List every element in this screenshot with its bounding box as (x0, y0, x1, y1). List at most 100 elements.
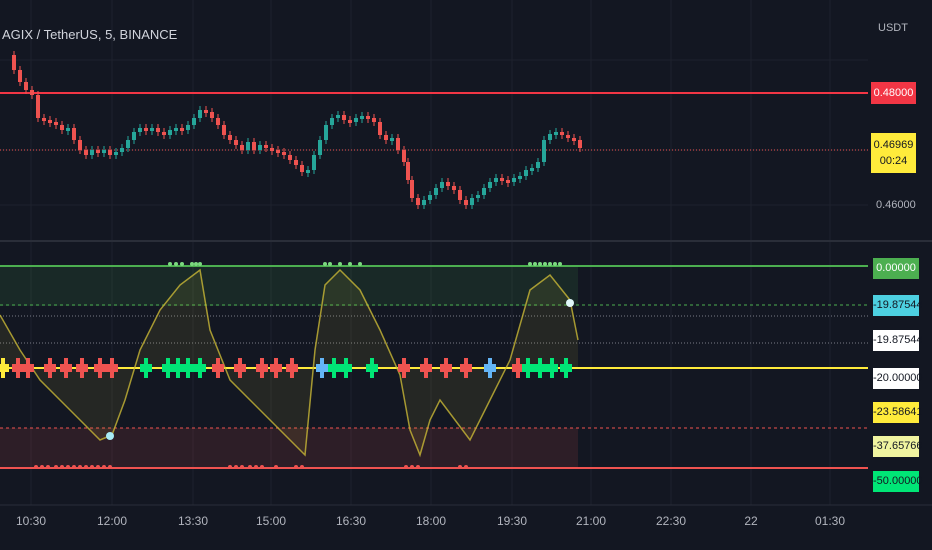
candle-body (126, 140, 130, 148)
signal-marker (328, 364, 340, 372)
band-dot (464, 465, 468, 469)
band-dot (248, 465, 252, 469)
candle-body (18, 70, 22, 82)
band-dot (548, 262, 552, 266)
candle-body (452, 186, 456, 190)
band-dot (102, 465, 106, 469)
band-dot (34, 465, 38, 469)
signal-marker (182, 364, 194, 372)
signal-marker (12, 364, 24, 372)
candle-body (428, 195, 432, 200)
candle-body (54, 122, 58, 125)
candle-body (324, 125, 328, 140)
candle-body (578, 140, 582, 148)
candle-body (542, 140, 546, 162)
candle-body (560, 132, 564, 135)
candle-body (78, 140, 82, 150)
osc-tag-histogram: -37.65766 (873, 436, 923, 457)
signal-marker (162, 364, 174, 372)
candle-body (174, 128, 178, 131)
time-label: 12:00 (96, 514, 128, 528)
signal-marker (460, 364, 472, 372)
band-dot (190, 262, 194, 266)
band-dot (338, 262, 342, 266)
signal-marker (44, 364, 56, 372)
band-dot (323, 262, 327, 266)
signal-marker (212, 364, 224, 372)
band-dot (46, 465, 50, 469)
band-dot (40, 465, 44, 469)
candle-body (24, 82, 28, 90)
last-price-value: 0.46969 (873, 139, 914, 151)
oscillator-pane[interactable] (0, 262, 868, 469)
signal-marker (60, 364, 72, 372)
lower-zone (0, 428, 578, 468)
candle-body (72, 128, 76, 140)
osc-tag-signal: -19.87544 (873, 295, 923, 316)
candle-body (222, 125, 226, 135)
candle-body (512, 178, 516, 182)
candle-body (378, 122, 382, 135)
candle-body (330, 118, 334, 125)
signal-marker (94, 364, 106, 372)
candle-body (132, 132, 136, 140)
osc-tag-lower-band: -50.00000 (873, 471, 923, 492)
candle-body (102, 150, 106, 153)
band-dot (228, 465, 232, 469)
candle-body (42, 118, 46, 121)
candle-body (162, 132, 166, 135)
price-pane[interactable] (0, 0, 932, 506)
candle-body (96, 150, 100, 153)
signal-marker (106, 364, 118, 372)
candle-body (270, 148, 274, 151)
band-dot (174, 262, 178, 266)
osc-tag-lower-signal: -23.58641 (873, 402, 923, 423)
band-dot (90, 465, 94, 469)
band-dot (358, 262, 362, 266)
time-label: 22:30 (655, 514, 687, 528)
candle-body (416, 198, 420, 205)
band-dot (194, 262, 198, 266)
candle-body (204, 110, 208, 113)
candle-body (186, 125, 190, 130)
band-dot (553, 262, 557, 266)
candle-body (566, 135, 570, 138)
candle-body (264, 145, 268, 148)
last-price-tag: 0.46969 00:24 (871, 133, 916, 173)
signal-marker (234, 364, 246, 372)
band-dot (348, 262, 352, 266)
band-dot (458, 465, 462, 469)
candle-body (198, 110, 202, 118)
time-label: 01:30 (814, 514, 846, 528)
candle-body (406, 162, 410, 180)
signal-marker (316, 364, 328, 372)
band-dot (254, 465, 258, 469)
signal-marker (484, 364, 496, 372)
time-label: 13:30 (177, 514, 209, 528)
osc-area (0, 270, 578, 455)
band-dot (108, 465, 112, 469)
osc-tag-value: -19.87544 (873, 330, 923, 351)
cross-marker (106, 432, 114, 440)
signal-marker (420, 364, 432, 372)
signal-marker (366, 364, 378, 372)
resistance-price-tag: 0.48000 (871, 82, 916, 104)
symbol-title[interactable]: AGIX / TetherUS, 5, BINANCE (2, 27, 178, 42)
band-dot (180, 262, 184, 266)
band-dot (404, 465, 408, 469)
candle-body (312, 155, 316, 170)
candle-body (168, 130, 172, 135)
candle-body (342, 115, 346, 120)
candle-body (348, 120, 352, 123)
candle-body (258, 145, 262, 150)
candle-body (336, 115, 340, 118)
candle-body (234, 140, 238, 145)
time-label: 15:00 (255, 514, 287, 528)
signal-marker (270, 364, 282, 372)
band-dot (558, 262, 562, 266)
candle-body (488, 182, 492, 188)
candle-body (572, 138, 576, 141)
candle-body (90, 150, 94, 155)
candle-body (422, 200, 426, 205)
